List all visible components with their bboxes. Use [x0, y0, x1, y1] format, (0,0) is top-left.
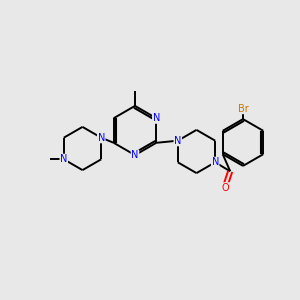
Text: N: N: [153, 113, 160, 123]
Text: N: N: [131, 150, 139, 160]
Text: N: N: [98, 133, 105, 143]
Text: N: N: [212, 157, 219, 167]
Text: O: O: [222, 183, 230, 193]
Text: N: N: [60, 154, 68, 164]
Text: N: N: [174, 136, 182, 146]
Text: Br: Br: [238, 103, 248, 114]
